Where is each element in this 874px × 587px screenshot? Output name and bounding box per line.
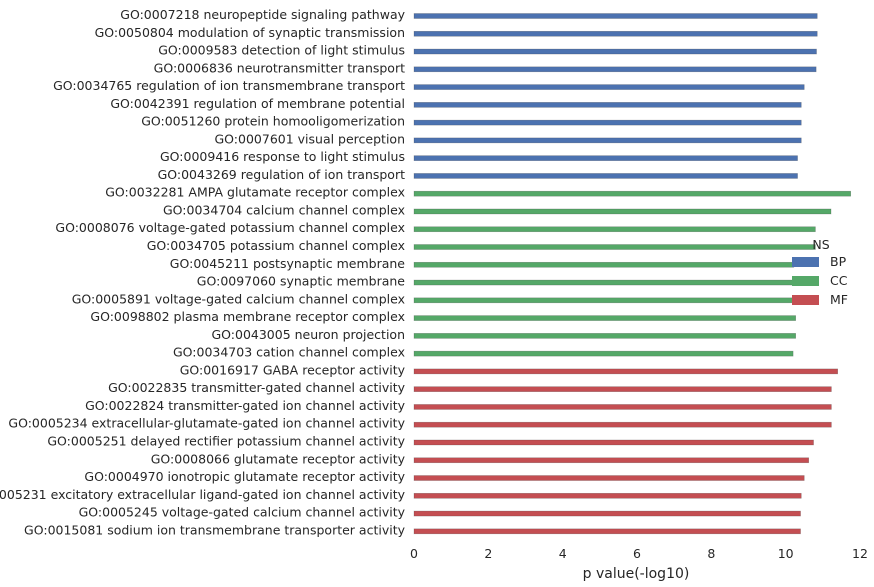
- category-label: GO:0051260 protein homooligomerization: [141, 114, 405, 129]
- bar: [413, 350, 794, 357]
- bar: [413, 510, 801, 517]
- category-label: GO:0034704 calcium channel complex: [163, 202, 405, 217]
- x-tick-label: 0: [410, 546, 418, 561]
- x-tick-labels: 0 2 4 6 8 10 12: [410, 546, 868, 561]
- x-axis-title: p value(-log10): [583, 566, 690, 582]
- category-label: GO:0022824 transmitter-gated ion channel…: [85, 398, 406, 413]
- category-label: GO:0022835 transmitter-gated channel act…: [108, 380, 405, 395]
- bars-group: [413, 13, 852, 535]
- x-tick-label: 2: [484, 546, 492, 561]
- category-label: GO:0032281 AMPA glutamate receptor compl…: [105, 185, 405, 200]
- bar: [413, 279, 795, 286]
- category-label: GO:0005251 delayed rectifier potassium c…: [47, 433, 405, 448]
- bar: [413, 386, 832, 392]
- bar: [413, 102, 802, 108]
- category-label: GO:0005245 voltage-gated calcium channel…: [79, 505, 406, 520]
- category-label: GO:0034705 potassium channel complex: [147, 238, 405, 253]
- category-label: GO:0016917 GABA receptor activity: [180, 362, 406, 377]
- bar: [413, 492, 802, 499]
- bar: [413, 244, 816, 250]
- category-label: GO:0043005 neuron projection: [211, 327, 405, 342]
- category-label: GO:0005231 excitatory extracellular liga…: [0, 487, 406, 502]
- category-label: GO:0009416 response to light stimulus: [160, 149, 405, 164]
- category-label: GO:0034703 cation channel complex: [173, 345, 405, 360]
- legend-swatch: [792, 276, 819, 286]
- x-tick-label: 12: [852, 546, 868, 561]
- category-label: GO:0097060 synaptic membrane: [197, 274, 406, 289]
- category-label: GO:0015081 sodium ion transmembrane tran…: [24, 522, 406, 537]
- category-label: GO:0009583 detection of light stimulus: [158, 43, 405, 58]
- bar: [413, 333, 797, 339]
- bar: [413, 119, 802, 126]
- bar: [413, 190, 852, 197]
- category-label: GO:0008066 glutamate receptor activity: [151, 451, 406, 466]
- bar: [413, 155, 798, 161]
- category-label: GO:0045211 postsynaptic membrane: [170, 256, 406, 271]
- bar: [413, 84, 805, 90]
- category-label: GO:0043269 regulation of ion transport: [158, 167, 406, 182]
- legend-label: BP: [830, 254, 847, 269]
- category-label: GO:0005234 extracellular-glutamate-gated…: [8, 416, 405, 431]
- legend-title: NS: [812, 237, 829, 252]
- category-label: GO:0098802 plasma membrane receptor comp…: [90, 309, 405, 324]
- category-label: GO:0007218 neuropeptide signaling pathwa…: [120, 7, 405, 22]
- bar: [413, 13, 818, 19]
- bar: [413, 457, 810, 464]
- bar: [413, 368, 839, 375]
- x-tick-label: 8: [707, 546, 715, 561]
- bar: [413, 48, 817, 55]
- bar: [413, 137, 802, 144]
- bar: [413, 66, 817, 73]
- category-label: GO:0042391 regulation of membrane potent…: [110, 96, 405, 111]
- category-label: GO:0004970 ionotropic glutamate receptor…: [84, 469, 405, 484]
- category-label: GO:0008076 voltage-gated potassium chann…: [55, 220, 405, 235]
- bar: [413, 173, 798, 179]
- bar: [413, 315, 797, 321]
- legend-swatch: [792, 257, 819, 267]
- bar: [413, 439, 814, 446]
- x-tick-label: 10: [778, 546, 794, 561]
- bar: [413, 404, 832, 410]
- x-tick-label: 4: [559, 546, 567, 561]
- legend-swatch: [792, 295, 819, 305]
- legend-label: MF: [830, 292, 848, 307]
- category-label: GO:0007601 visual perception: [214, 131, 405, 146]
- bar: [413, 475, 805, 481]
- bar: [413, 30, 818, 37]
- legend: NS BP CC MF: [792, 237, 848, 307]
- bar: [413, 297, 795, 304]
- bar: [413, 208, 832, 215]
- category-label: GO:0034765 regulation of ion transmembra…: [53, 78, 405, 93]
- category-label: GO:0005891 voltage-gated calcium channel…: [72, 291, 405, 306]
- category-label: GO:0050804 modulation of synaptic transm…: [95, 25, 405, 40]
- bar: [413, 261, 795, 268]
- legend-label: CC: [830, 273, 848, 288]
- bar: [413, 528, 801, 535]
- category-labels: GO:0007218 neuropeptide signaling pathwa…: [0, 7, 406, 537]
- bar: [413, 226, 816, 233]
- bar: [413, 421, 832, 428]
- x-tick-label: 6: [633, 546, 641, 561]
- category-label: GO:0006836 neurotransmitter transport: [154, 60, 405, 75]
